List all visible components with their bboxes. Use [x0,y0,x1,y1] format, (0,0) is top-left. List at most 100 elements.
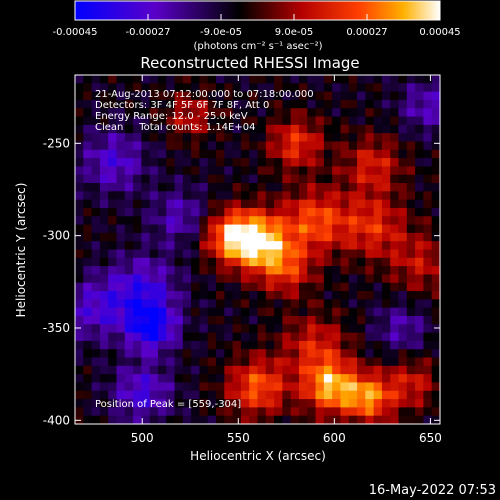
heatmap-cell [390,224,400,234]
heatmap-cell [91,282,101,292]
heatmap-cell [357,332,366,342]
heatmap-cell [307,183,317,192]
heatmap-cell [265,365,275,375]
heatmap-cell [406,340,416,350]
heatmap-cell [290,191,300,201]
heatmap-cell [406,374,416,384]
heatmap-cell [348,415,358,425]
heatmap-cell [406,207,416,217]
heatmap-cell [398,291,408,300]
heatmap-cell [315,199,325,209]
heatmap-cell [298,149,308,159]
heatmap-cell [365,374,375,384]
heatmap-cell [348,174,358,184]
heatmap-cell [365,274,375,284]
heatmap-cell [216,166,225,176]
heatmap-cell [415,91,425,101]
heatmap-cell [340,390,350,400]
heatmap-cell [199,207,209,217]
heatmap-cell [166,232,176,242]
heatmap-cell [108,307,118,317]
heatmap-cell [191,390,201,400]
heatmap-cell [216,407,225,417]
heatmap-cell [431,108,441,118]
heatmap-cell [240,149,250,159]
heatmap-cell [431,216,441,226]
heatmap-cell [390,324,400,334]
heatmap-cell [298,382,308,392]
heatmap-cell [274,274,283,284]
heatmap-cell [182,332,192,342]
heatmap-cell [431,141,441,151]
heatmap-cell [174,357,184,367]
heatmap-cell [298,282,308,292]
heatmap-cell [116,415,126,425]
heatmap-cell [357,83,366,93]
heatmap-cell [108,382,118,392]
heatmap-cell [431,266,441,276]
heatmap-cell [199,183,209,192]
heatmap-cell [174,382,184,392]
heatmap-cell [274,249,283,259]
heatmap-cell [332,241,342,251]
heatmap-cell [431,83,441,93]
heatmap-cell [323,83,333,93]
heatmap-cell [274,216,283,226]
heatmap-cell [124,232,134,242]
heatmap-cell [249,390,259,400]
heatmap-cell [332,232,342,242]
heatmap-cell [207,91,217,101]
heatmap-cell [216,83,225,93]
heatmap-cell [75,141,84,151]
heatmap-cell [124,241,134,251]
heatmap-cell [249,307,259,317]
heatmap-cell [365,108,375,118]
heatmap-cell [257,83,267,93]
heatmap-cell [381,374,391,384]
heatmap-cell [315,241,325,251]
heatmap-cell [423,340,433,350]
heatmap-cell [340,241,350,251]
heatmap-cell [116,216,126,226]
heatmap-cell [307,141,317,151]
heatmap-cell [323,291,333,300]
heatmap-cell [249,216,259,226]
heatmap-cell [423,274,433,284]
heatmap-cell [174,299,184,309]
heatmap-cell [340,83,350,93]
heatmap-cell [315,99,325,109]
heatmap-cell [249,257,259,267]
heatmap-cell [315,75,325,84]
heatmap-cell [398,83,408,93]
heatmap-cell [157,216,167,226]
heatmap-cell [133,349,142,359]
heatmap-cell [348,99,358,109]
heatmap-cell [216,357,225,367]
heatmap-cell [216,266,225,276]
heatmap-cell [191,374,201,384]
heatmap-cell [307,407,317,417]
heatmap-cell [398,274,408,284]
heatmap-cell [133,340,142,350]
heatmap-cell [381,124,391,134]
heatmap-cell [216,174,225,184]
heatmap-cell [108,266,118,276]
heatmap-cell [323,199,333,209]
heatmap-cell [365,224,375,234]
heatmap-cell [199,141,209,151]
heatmap-cell [166,282,176,292]
heatmap-cell [348,282,358,292]
heatmap-cell [348,332,358,342]
heatmap-cell [232,365,242,375]
heatmap-cell [406,99,416,109]
heatmap-cell [381,116,391,126]
heatmap-cell [174,349,184,359]
heatmap-cell [381,382,391,392]
heatmap-cell [207,224,217,234]
heatmap-cell [232,332,242,342]
heatmap-cell [108,315,118,325]
heatmap-cell [315,232,325,242]
heatmap-cell [108,216,118,226]
heatmap-cell [415,307,425,317]
heatmap-cell [357,224,366,234]
